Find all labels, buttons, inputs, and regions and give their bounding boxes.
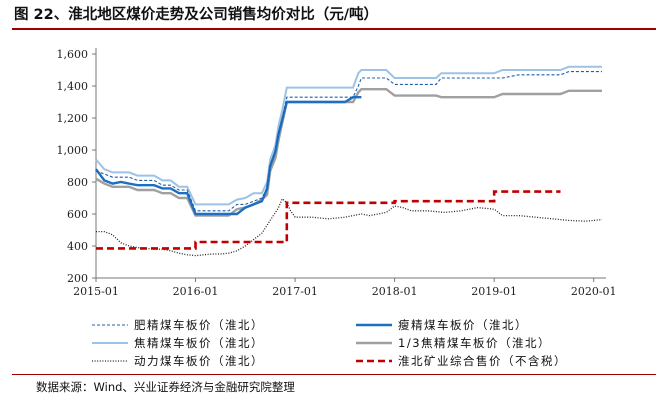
- source-note: 数据来源：Wind、兴业证券经济与金融研究院整理: [36, 380, 295, 394]
- figure-title: 图 22、淮北地区煤价走势及公司销售均价对比（元/吨）: [14, 7, 379, 23]
- legend-label-4: 动力煤车板价（淮北）: [134, 354, 264, 368]
- title-divider: [12, 28, 656, 30]
- series-line-4: [96, 197, 603, 257]
- x-tick-label: 2017-01: [272, 285, 318, 298]
- y-tick-label: 1,200: [57, 112, 89, 125]
- x-tick-label: 2018-01: [372, 285, 418, 298]
- chart-legend: 肥精煤车板价（淮北） 瘦精煤车板价（淮北） 焦精煤车板价（淮北） 1/3焦精煤车板价（…: [92, 318, 567, 368]
- y-tick-label: 1,400: [57, 80, 89, 93]
- legend-label-3: 1/3焦精煤车板价（淮北）: [398, 336, 551, 350]
- y-tick-label: 600: [67, 208, 88, 221]
- series-line-1: [95, 96, 362, 216]
- legend-label-1: 瘦精煤车板价（淮北）: [398, 318, 528, 332]
- x-tick-label: 2016-01: [173, 285, 219, 298]
- series-line-5: [96, 190, 561, 250]
- y-tick-label: 800: [67, 176, 88, 189]
- chart-plot-area: [95, 65, 603, 257]
- series-line-3: [95, 88, 602, 217]
- x-tick-label: 2015-01: [73, 285, 119, 298]
- legend-label-0: 肥精煤车板价（淮北）: [134, 318, 264, 332]
- series-line-2: [95, 65, 602, 206]
- y-tick-label: 200: [67, 272, 88, 285]
- y-tick-label: 400: [67, 240, 88, 253]
- y-tick-label: 1,600: [57, 48, 89, 61]
- x-tick-label: 2020-01: [571, 285, 617, 298]
- y-tick-label: 1,000: [57, 144, 89, 157]
- chart-axes: 200 400 600 800 1,000 1,200 1,400 1,600 2015-01 2…: [57, 48, 617, 298]
- source-divider: [12, 374, 656, 375]
- x-tick-label: 2019-01: [471, 285, 517, 298]
- legend-label-2: 焦精煤车板价（淮北）: [134, 336, 264, 350]
- legend-label-5: 淮北矿业综合售价（不含税）: [398, 354, 567, 368]
